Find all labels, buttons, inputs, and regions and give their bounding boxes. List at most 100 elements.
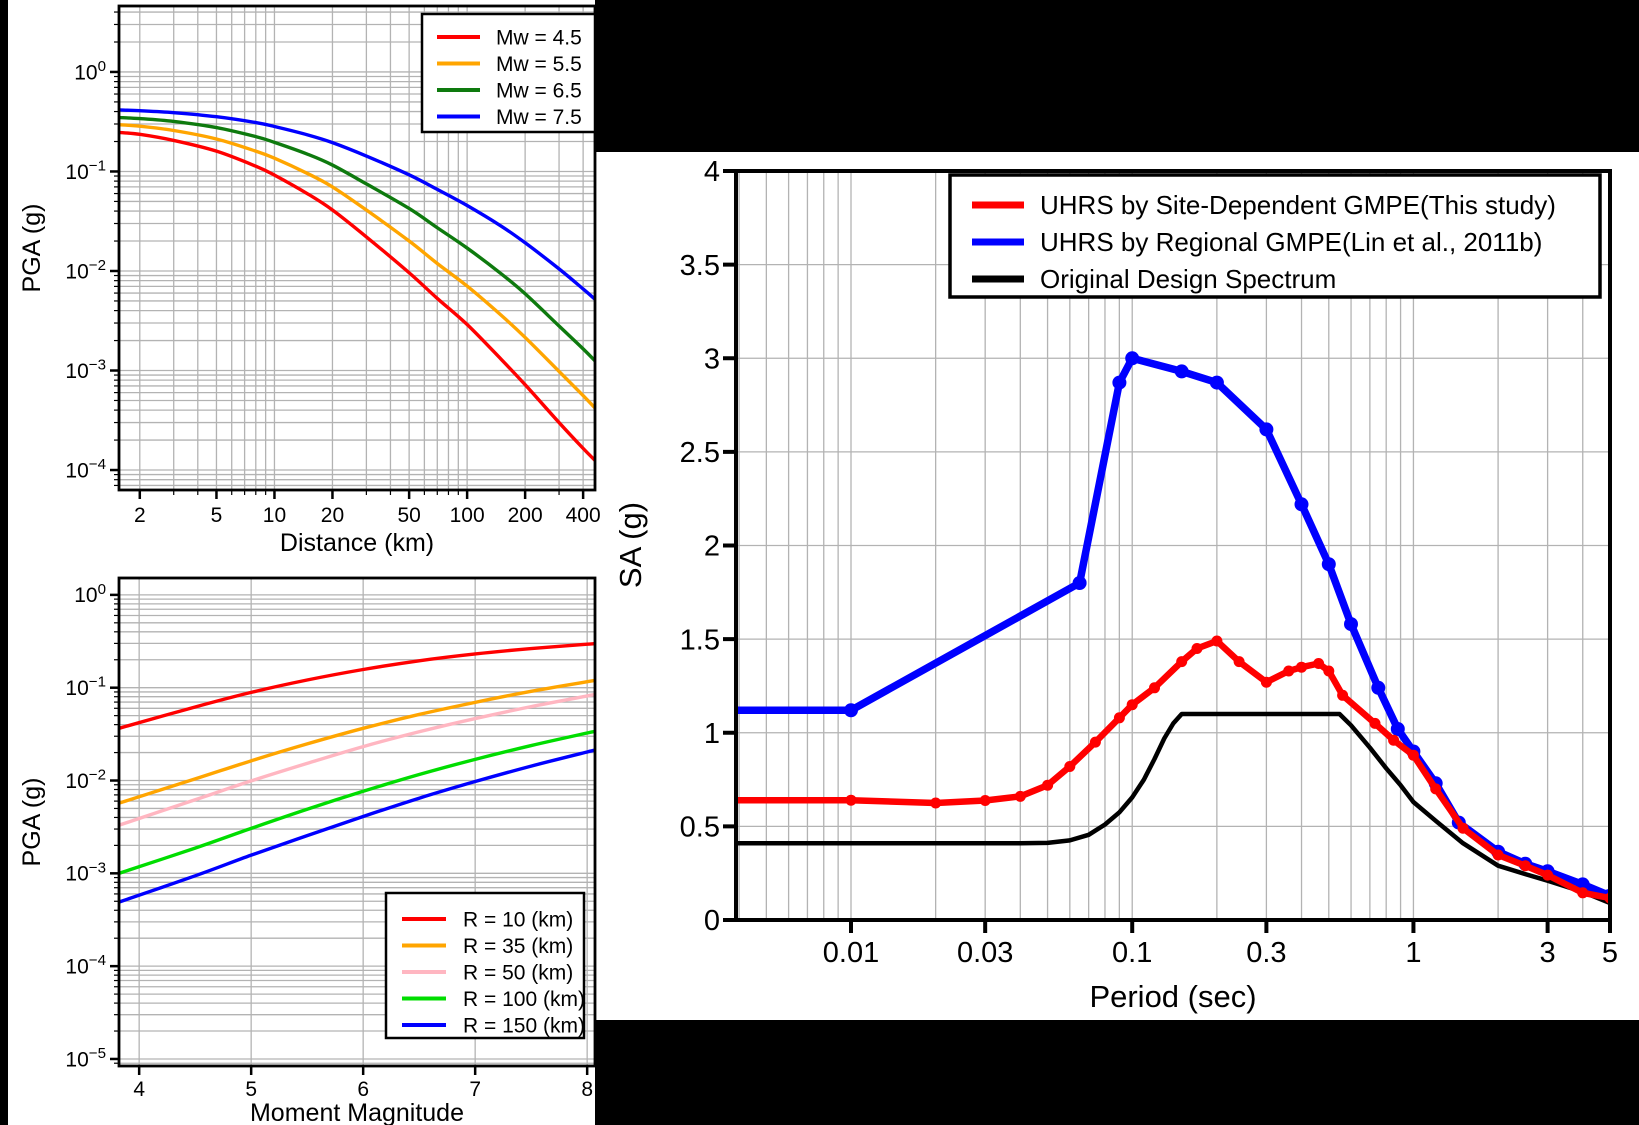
series-group [119,108,595,463]
x-tick-labels: 0.01 0.03 0.1 0.3 1 3 5 [823,937,1618,969]
x-tick-label: 50 [397,504,420,527]
legend-entry-r-100-km: R = 100 (km) [402,988,585,1011]
legend-label: R = 150 (km) [463,1014,585,1037]
legend: Mw = 4.5 Mw = 5.5 Mw = 6.5 Mw = 7.5 [420,12,597,134]
x-axis-title: Distance (km) [280,529,434,557]
legend-entry-uhrs-by-site-dependent-gmpe-this-study: UHRS by Site-Dependent GMPE(This study) [972,190,1556,220]
x-tick-label: 200 [508,504,543,527]
x-tick-label: 400 [566,504,601,527]
x-tick-label: 0.01 [823,937,879,969]
legend-label: Mw = 6.5 [496,79,582,102]
legend-label: R = 35 (km) [463,935,573,958]
legend-entry-mw-6-5: Mw = 6.5 [437,79,582,102]
series-mw-7-5 [119,108,595,301]
y-tick-label: 3.5 [680,250,720,282]
y-tick-label: 2 [704,531,720,563]
series-r-35-km [119,678,595,805]
y-tick-label: 0 [704,905,720,937]
legend-entry-r-10-km: R = 10 (km) [402,908,573,931]
x-tick-label: 5 [211,504,223,527]
y-tick-label: 2.5 [680,437,720,469]
axis-ticks [110,70,585,499]
markers-uhrs-by-regional-gmpe-lin-et-al-2011b [844,351,1610,903]
legend-entry-original-design-spectrum: Original Design Spectrum [972,264,1336,294]
axis-ticks [110,593,589,1075]
y-tick-label: 3 [704,343,720,375]
legend-label: R = 10 (km) [463,908,573,931]
series-mw-6-5 [119,115,595,363]
axis-ticks [723,169,1612,933]
legend-box [420,12,597,134]
series-r-10-km [119,641,595,731]
plot-border [117,576,597,1068]
x-tick-label: 5 [245,1078,257,1101]
series-original-design-spectrum [736,711,1610,906]
series-group [119,641,595,904]
series-r-100-km [119,729,595,876]
x-tick-labels: 2 5 10 20 50 100 200 400 [134,504,601,527]
x-axis-title: Moment Magnitude [250,1099,464,1125]
x-tick-label: 5 [1602,937,1618,969]
x-tick-label: 7 [469,1078,481,1101]
legend-entry-mw-4-5: Mw = 4.5 [437,26,582,49]
legend-label: UHRS by Site-Dependent GMPE(This study) [1040,190,1556,220]
legend-label: UHRS by Regional GMPE(Lin et al., 2011b) [1040,227,1542,257]
x-tick-label: 6 [357,1078,369,1101]
y-tick-label: 1.5 [680,624,720,656]
axis-minor-ticks [114,598,119,1064]
series-r-50-km [119,692,595,827]
series-uhrs-by-regional-gmpe-lin-et-al-2011b [736,354,1610,900]
legend-entry-mw-7-5: Mw = 7.5 [437,106,582,129]
x-tick-label: 0.3 [1246,937,1286,969]
legend-label: Original Design Spectrum [1040,264,1336,294]
markers-uhrs-by-site-dependent-gmpe-this-study [845,635,1610,904]
y-axis-title: SA (g) [613,502,648,588]
x-tick-label: 20 [321,504,344,527]
legend-label: Mw = 5.5 [496,53,582,76]
axis-minor-ticks [114,11,560,495]
y-axis-title: PGA (g) [18,204,46,293]
x-tick-label: 1 [1405,937,1421,969]
legend-entry-r-50-km: R = 50 (km) [402,961,573,984]
x-tick-label: 8 [581,1078,593,1101]
y-axis-title: PGA (g) [18,778,46,867]
legend-label: R = 50 (km) [463,961,573,984]
series-group [736,351,1610,906]
y-tick-label: 0.5 [680,812,720,844]
legend-label: Mw = 4.5 [496,26,582,49]
legend-entry-uhrs-by-regional-gmpe-lin-et-al-2011b: UHRS by Regional GMPE(Lin et al., 2011b) [972,227,1542,257]
x-tick-labels: 4 5 6 7 8 [133,1078,593,1101]
x-tick-label: 0.1 [1112,937,1152,969]
y-tick-label: 1 [704,718,720,750]
series-mw-5-5 [119,123,595,410]
legend: R = 10 (km) R = 35 (km) R = 50 (km) R = 100… [384,891,586,1040]
legend-box [948,173,1602,299]
x-tick-label: 2 [134,504,146,527]
legend-entry-r-35-km: R = 35 (km) [402,935,573,958]
series-r-150-km [119,748,595,904]
legend-box [384,891,586,1040]
legend-entry-mw-5-5: Mw = 5.5 [437,53,582,76]
legend-label: Mw = 7.5 [496,106,582,129]
x-tick-label: 100 [450,504,485,527]
x-tick-label: 10 [263,504,286,527]
y-tick-label: 4 [704,156,720,188]
x-tick-label: 3 [1540,937,1556,969]
x-axis-title: Period (sec) [1089,979,1256,1014]
legend: UHRS by Site-Dependent GMPE(This study) U… [948,173,1602,299]
legend-entry-r-150-km: R = 150 (km) [402,1014,585,1037]
x-tick-label: 4 [133,1078,145,1101]
y-tick-label: 10−1 [65,674,106,700]
series-uhrs-by-site-dependent-gmpe-this-study [736,637,1610,902]
plot-border [117,4,597,492]
x-tick-label: 0.03 [957,937,1013,969]
series-mw-4-5 [119,130,595,463]
legend-label: R = 100 (km) [463,988,585,1011]
y-tick-labels: 0 0.5 1 1.5 2 2.5 3 3.5 4 [680,156,720,937]
